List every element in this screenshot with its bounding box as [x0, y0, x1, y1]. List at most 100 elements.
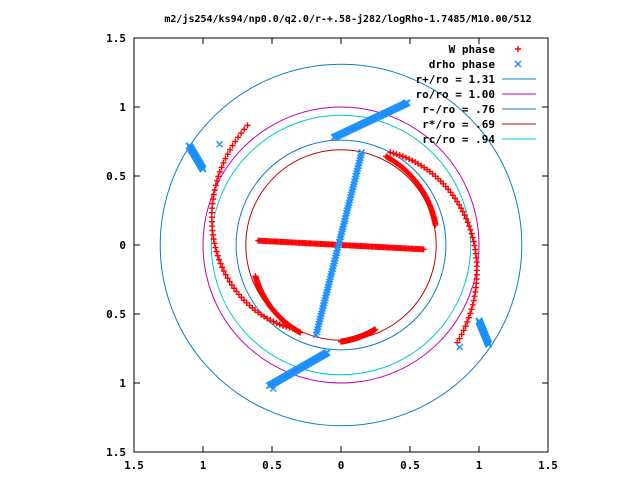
circle-1 — [202, 106, 480, 384]
w-point-1-34 — [220, 268, 227, 275]
w-point-0-2 — [458, 331, 465, 338]
w-point-0-55 — [399, 153, 406, 160]
w-point-0-59 — [387, 149, 394, 156]
drho-point-3-69 — [199, 165, 207, 173]
w-point-0-25 — [469, 234, 476, 241]
w-point-1-14 — [212, 182, 219, 189]
w-point-1-12 — [215, 173, 222, 180]
legend-label-3: ro/ro = 1.00 — [416, 88, 495, 101]
w-point-0-33 — [458, 205, 465, 212]
w-point-0-30 — [463, 215, 470, 222]
w-point-0-36 — [452, 195, 459, 202]
w-point-0-52 — [409, 157, 416, 164]
w-point-0-26 — [468, 230, 475, 237]
w-point-1-5 — [229, 142, 236, 149]
x-tick-label-6: 1.5 — [538, 459, 558, 472]
legend-marker-1 — [514, 60, 522, 68]
y-tick-label-2: 0.5 — [106, 170, 126, 183]
w-point-1-51 — [264, 315, 271, 322]
circle-4 — [210, 114, 472, 376]
w-point-1-37 — [226, 278, 233, 285]
w-point-1-53 — [270, 318, 277, 325]
drho-point-2-69 — [323, 349, 331, 357]
axes: 1.5 1 0.5 0 0.5 1 1.51.510.500.511.5 — [106, 32, 558, 472]
w-point-6-59 — [372, 326, 379, 333]
w-point-1-30 — [214, 252, 221, 259]
reference-circles — [159, 63, 523, 427]
legend-label-6: rc/ro = .94 — [422, 133, 495, 146]
drho-phase-series — [185, 99, 493, 393]
w-point-0-58 — [390, 150, 397, 157]
drho-point-4-69 — [485, 340, 493, 348]
legend: W phase drho phase r+/ro = 1.31 ro/ro = 1.0… — [416, 43, 536, 146]
w-point-0-53 — [406, 156, 413, 163]
w-point-0-34 — [456, 201, 463, 208]
drho-point-0-69 — [358, 149, 366, 157]
w-point-0-31 — [461, 212, 468, 219]
w-point-1-2 — [238, 130, 245, 137]
w-point-0-8 — [468, 306, 475, 313]
drho-isolated-0 — [216, 140, 224, 148]
w-point-1-3 — [235, 134, 242, 141]
w-point-0-23 — [471, 242, 478, 249]
y-tick-label-5: 1 — [119, 377, 126, 390]
w-point-1-0 — [244, 122, 251, 129]
w-point-0-9 — [469, 301, 476, 308]
w-point-1-11 — [216, 168, 223, 175]
w-point-1-49 — [258, 311, 265, 318]
w-point-1-10 — [218, 164, 225, 171]
y-tick-label-6: 1.5 — [106, 446, 126, 459]
w-point-3-59 — [252, 273, 259, 280]
w-point-0-24 — [470, 238, 477, 245]
w-point-0-35 — [454, 198, 461, 205]
x-tick-label-0: 1.5 — [124, 459, 144, 472]
w-point-1-1 — [241, 126, 248, 133]
legend-label-5: r*/ro = .69 — [422, 118, 495, 131]
w-point-1-39 — [231, 285, 238, 292]
w-point-1-52 — [267, 317, 274, 324]
w-phase-series — [208, 122, 480, 346]
circle-2 — [235, 139, 447, 351]
w-point-1-35 — [222, 271, 229, 278]
w-point-1-7 — [224, 151, 231, 158]
drho-isolated-1 — [402, 99, 410, 107]
drho-isolated-2 — [456, 343, 464, 351]
w-point-1-33 — [219, 264, 226, 271]
w-point-0-51 — [412, 159, 419, 166]
x-tick-label-2: 0.5 — [262, 459, 282, 472]
w-point-0-1 — [456, 335, 463, 342]
x-tick-label-5: 1 — [476, 459, 483, 472]
w-point-0-22 — [472, 246, 479, 253]
w-point-0-57 — [393, 151, 400, 158]
w-point-1-32 — [217, 260, 224, 267]
w-point-1-26 — [210, 236, 217, 243]
w-point-0-7 — [467, 310, 474, 317]
w-point-0-4 — [462, 323, 469, 330]
w-point-1-4 — [232, 138, 239, 145]
w-point-0-27 — [467, 226, 474, 233]
w-point-1-38 — [228, 282, 235, 289]
w-point-1-28 — [212, 244, 219, 251]
w-point-1-6 — [227, 146, 234, 153]
y-tick-label-4: 0.5 — [106, 308, 126, 321]
w-point-0-29 — [464, 219, 471, 226]
x-tick-label-1: 1 — [200, 459, 207, 472]
w-point-1-27 — [211, 240, 218, 247]
drho-isolated-3 — [269, 385, 277, 393]
w-point-0-6 — [465, 314, 472, 321]
x-tick-label-4: 0.5 — [400, 459, 420, 472]
legend-label-4: r-/ro = .76 — [422, 103, 495, 116]
w-point-1-9 — [220, 159, 227, 166]
circle-0 — [159, 63, 523, 427]
w-point-1-16 — [210, 191, 217, 198]
w-point-0-3 — [460, 327, 467, 334]
w-point-1-8 — [222, 155, 229, 162]
w-point-0-54 — [402, 154, 409, 161]
legend-label-0: W phase — [449, 43, 496, 56]
w-point-1-31 — [216, 256, 223, 263]
w-point-0-11 — [471, 293, 478, 300]
w-point-0-28 — [466, 223, 473, 230]
y-tick-label-3: 0 — [119, 239, 126, 252]
w-point-0-56 — [396, 152, 403, 159]
y-tick-label-1: 1 — [119, 101, 126, 114]
